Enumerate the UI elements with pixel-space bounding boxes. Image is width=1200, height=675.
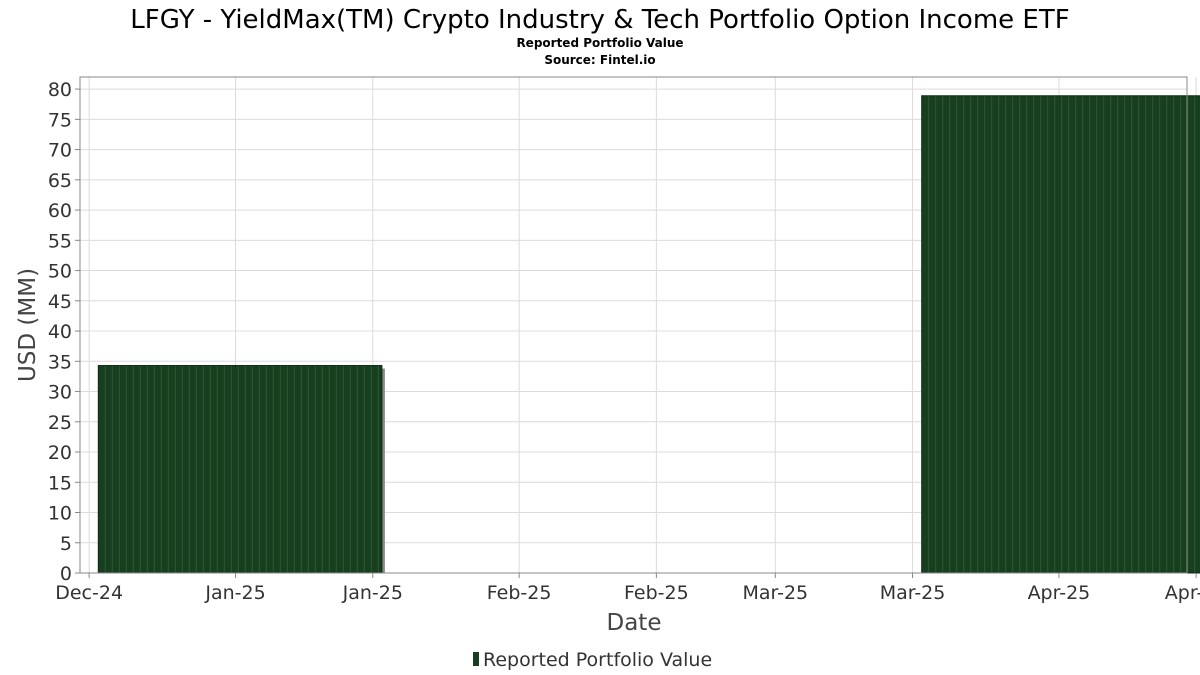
x-tick-label: Dec-24 (55, 582, 123, 604)
x-axis-ticks: Dec-24 Jan-25 Jan-25 Feb-25 Feb-25 Mar-25 Mar-… (55, 573, 1200, 604)
y-tick-label: 45 (48, 291, 72, 313)
y-tick-label: 20 (48, 442, 72, 464)
y-tick-label: 0 (60, 563, 72, 585)
chart-source: Source: Fintel.io (544, 53, 655, 67)
legend-swatch (473, 652, 479, 666)
y-tick-label: 55 (48, 230, 72, 252)
y-axis-label: USD (MM) (15, 268, 41, 382)
y-tick-label: 60 (48, 200, 72, 222)
y-tick-label: 10 (48, 503, 72, 525)
x-tick-label: Jan-25 (204, 582, 265, 604)
x-tick-label: Apr-25 (1028, 582, 1091, 604)
x-tick-label: Feb-25 (624, 582, 689, 604)
y-tick-label: 75 (48, 109, 72, 131)
chart-title: LFGY - YieldMax(TM) Crypto Industry & Te… (130, 5, 1069, 35)
plot-border (79, 76, 1188, 574)
bar (921, 95, 1200, 573)
plot-frame (79, 76, 1188, 574)
x-tick-label: Mar-25 (742, 582, 808, 604)
y-tick-label: 40 (48, 321, 72, 343)
y-tick-label: 25 (48, 412, 72, 434)
y-axis-ticks: 0 5 10 15 20 25 30 35 40 45 50 55 60 65 70 75 80 (48, 79, 80, 585)
x-axis-label: Date (607, 610, 662, 636)
legend: Reported Portfolio Value (473, 649, 712, 671)
y-tick-label: 70 (48, 140, 72, 162)
y-tick-label: 50 (48, 261, 72, 283)
y-tick-label: 15 (48, 472, 72, 494)
legend-label: Reported Portfolio Value (483, 649, 712, 671)
bar-layer (97, 95, 1200, 574)
y-tick-label: 65 (48, 170, 72, 192)
y-tick-label: 35 (48, 351, 72, 373)
x-tick-label: Feb-25 (487, 582, 552, 604)
x-tick-label: Apr-25 (1165, 582, 1200, 604)
y-tick-label: 5 (60, 533, 72, 555)
x-tick-label: Mar-25 (880, 582, 946, 604)
y-tick-label: 80 (48, 79, 72, 101)
bar (98, 365, 382, 573)
y-tick-label: 30 (48, 382, 72, 404)
chart-subtitle: Reported Portfolio Value (516, 36, 683, 50)
x-tick-label: Jan-25 (342, 582, 403, 604)
